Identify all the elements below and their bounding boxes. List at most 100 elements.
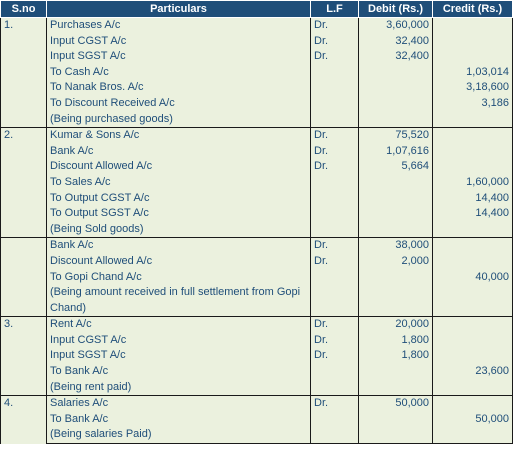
ledger-folio-empty — [310, 427, 359, 445]
narration: (Being amount received in full settlemen… — [46, 285, 311, 317]
credit-amount: 14,400 — [432, 206, 513, 222]
narration-row: (Being Sold goods) — [1, 221, 513, 238]
credit-account: To Bank A/c — [46, 411, 311, 428]
table-row: Bank A/c Dr. 1,07,616 — [1, 143, 513, 160]
ledger-folio: Dr. — [310, 316, 359, 333]
debit-account: Input CGST A/c — [46, 33, 311, 50]
table-row: 2. Kumar & Sons A/c Dr. 75,520 — [0, 127, 513, 238]
narration-row: (Being purchased goods) — [1, 111, 513, 128]
credit-amount — [432, 395, 513, 412]
narration-row: (Being salaries Paid) — [1, 427, 513, 445]
debit-amount — [358, 190, 433, 207]
journal-entry: 1. Purchases A/c Dr. 3,60,000 Input CGST A/c… — [0, 16, 513, 128]
debit-account: Discount Allowed A/c — [46, 253, 311, 270]
table-row: To Cash A/c 1,03,014 — [1, 64, 513, 81]
credit-account: To Output SGST A/c — [46, 206, 311, 222]
credit-amount: 1,60,000 — [432, 174, 513, 191]
credit-amount — [432, 316, 513, 333]
ledger-folio — [310, 206, 359, 222]
table-row: Input CGST A/c Dr. 1,800 — [1, 332, 513, 349]
credit-amount: 50,000 — [432, 411, 513, 428]
credit-account: To Nanak Bros. A/c — [46, 80, 311, 96]
ledger-folio: Dr. — [310, 332, 359, 349]
ledger-folio: Dr. — [310, 33, 359, 50]
header-particulars: Particulars — [46, 0, 311, 18]
debit-account: Purchases A/c — [46, 16, 311, 34]
narration-row: (Being amount received in full settlemen… — [1, 285, 513, 317]
debit-amount — [358, 80, 433, 96]
credit-account: To Gopi Chand A/c — [46, 269, 311, 286]
debit-account: Salaries A/c — [46, 395, 311, 412]
table-row: Input SGST A/c Dr. 32,400 — [1, 49, 513, 65]
table-row: To Output CGST A/c 14,400 — [1, 190, 513, 207]
journal-entry: 4. Salaries A/c Dr. 50,000 To Bank A/c 50,000… — [0, 395, 513, 445]
debit-amount-empty — [358, 379, 433, 396]
table-row: 4. Salaries A/c Dr. 50,000 — [0, 395, 513, 444]
ledger-folio — [310, 411, 359, 428]
debit-amount-empty — [358, 427, 433, 445]
ledger-folio: Dr. — [310, 237, 359, 254]
debit-amount: 75,520 — [358, 127, 433, 144]
header-sno: S.no — [0, 0, 47, 18]
entry-sno: 2. — [0, 127, 47, 238]
debit-account: Kumar & Sons A/c — [46, 127, 311, 144]
credit-account: To Cash A/c — [46, 64, 311, 81]
credit-amount — [432, 253, 513, 270]
narration: (Being purchased goods) — [46, 111, 311, 128]
credit-amount-empty — [432, 221, 513, 238]
debit-amount: 2,000 — [358, 253, 433, 270]
debit-account: Discount Allowed A/c — [46, 159, 311, 175]
ledger-folio — [310, 364, 359, 380]
ledger-folio — [310, 95, 359, 112]
journal-entry: 2. Kumar & Sons A/c Dr. 75,520 Bank A/c Dr. 1,… — [0, 127, 513, 238]
debit-account: Bank A/c — [46, 237, 311, 254]
table-row: To Bank A/c 23,600 — [1, 364, 513, 380]
debit-amount-empty — [358, 111, 433, 128]
table-row: Input CGST A/c Dr. 32,400 — [1, 33, 513, 50]
table-row: Discount Allowed A/c Dr. 2,000 — [1, 253, 513, 270]
header-credit: Credit (Rs.) — [432, 0, 513, 18]
ledger-folio — [310, 190, 359, 207]
table-row: 3. Rent A/c Dr. 20,000 — [0, 316, 513, 396]
journal-entry: Bank A/c Dr. 38,000 Discount Allowed A/c Dr.… — [0, 237, 513, 317]
ledger-folio: Dr. — [310, 348, 359, 365]
debit-account: Input SGST A/c — [46, 49, 311, 65]
narration: (Being Sold goods) — [46, 221, 311, 238]
credit-amount-empty — [432, 379, 513, 396]
entry-sno: 1. — [0, 16, 47, 128]
ledger-folio — [310, 80, 359, 96]
debit-amount-empty — [358, 285, 433, 317]
debit-amount — [358, 364, 433, 380]
ledger-folio-empty — [310, 221, 359, 238]
debit-amount — [358, 411, 433, 428]
ledger-folio: Dr. — [310, 143, 359, 160]
debit-amount: 1,800 — [358, 332, 433, 349]
debit-amount: 5,664 — [358, 159, 433, 175]
credit-amount — [432, 332, 513, 349]
credit-amount: 3,186 — [432, 95, 513, 112]
ledger-folio: Dr. — [310, 49, 359, 65]
debit-account: Rent A/c — [46, 316, 311, 333]
ledger-folio: Dr. — [310, 253, 359, 270]
credit-amount: 14,400 — [432, 190, 513, 207]
credit-account: To Discount Received A/c — [46, 95, 311, 112]
header-row: S.no Particulars L.F Debit (Rs.) Credit … — [0, 0, 513, 18]
ledger-folio: Dr. — [310, 395, 359, 412]
table-row: Input SGST A/c Dr. 1,800 — [1, 348, 513, 365]
debit-amount — [358, 95, 433, 112]
table-row: 1. Purchases A/c Dr. 3,60,000 — [0, 16, 513, 128]
entry-sno — [0, 237, 47, 317]
table-row: To Discount Received A/c 3,186 — [1, 95, 513, 112]
credit-account: To Bank A/c — [46, 364, 311, 380]
ledger-folio: Dr. — [310, 127, 359, 144]
credit-amount: 23,600 — [432, 364, 513, 380]
ledger-folio: Dr. — [310, 159, 359, 175]
credit-account: To Output CGST A/c — [46, 190, 311, 207]
debit-amount — [358, 206, 433, 222]
ledger-folio-empty — [310, 111, 359, 128]
debit-amount — [358, 64, 433, 81]
table-row: To Sales A/c 1,60,000 — [1, 174, 513, 191]
debit-amount — [358, 174, 433, 191]
credit-amount-empty — [432, 427, 513, 445]
